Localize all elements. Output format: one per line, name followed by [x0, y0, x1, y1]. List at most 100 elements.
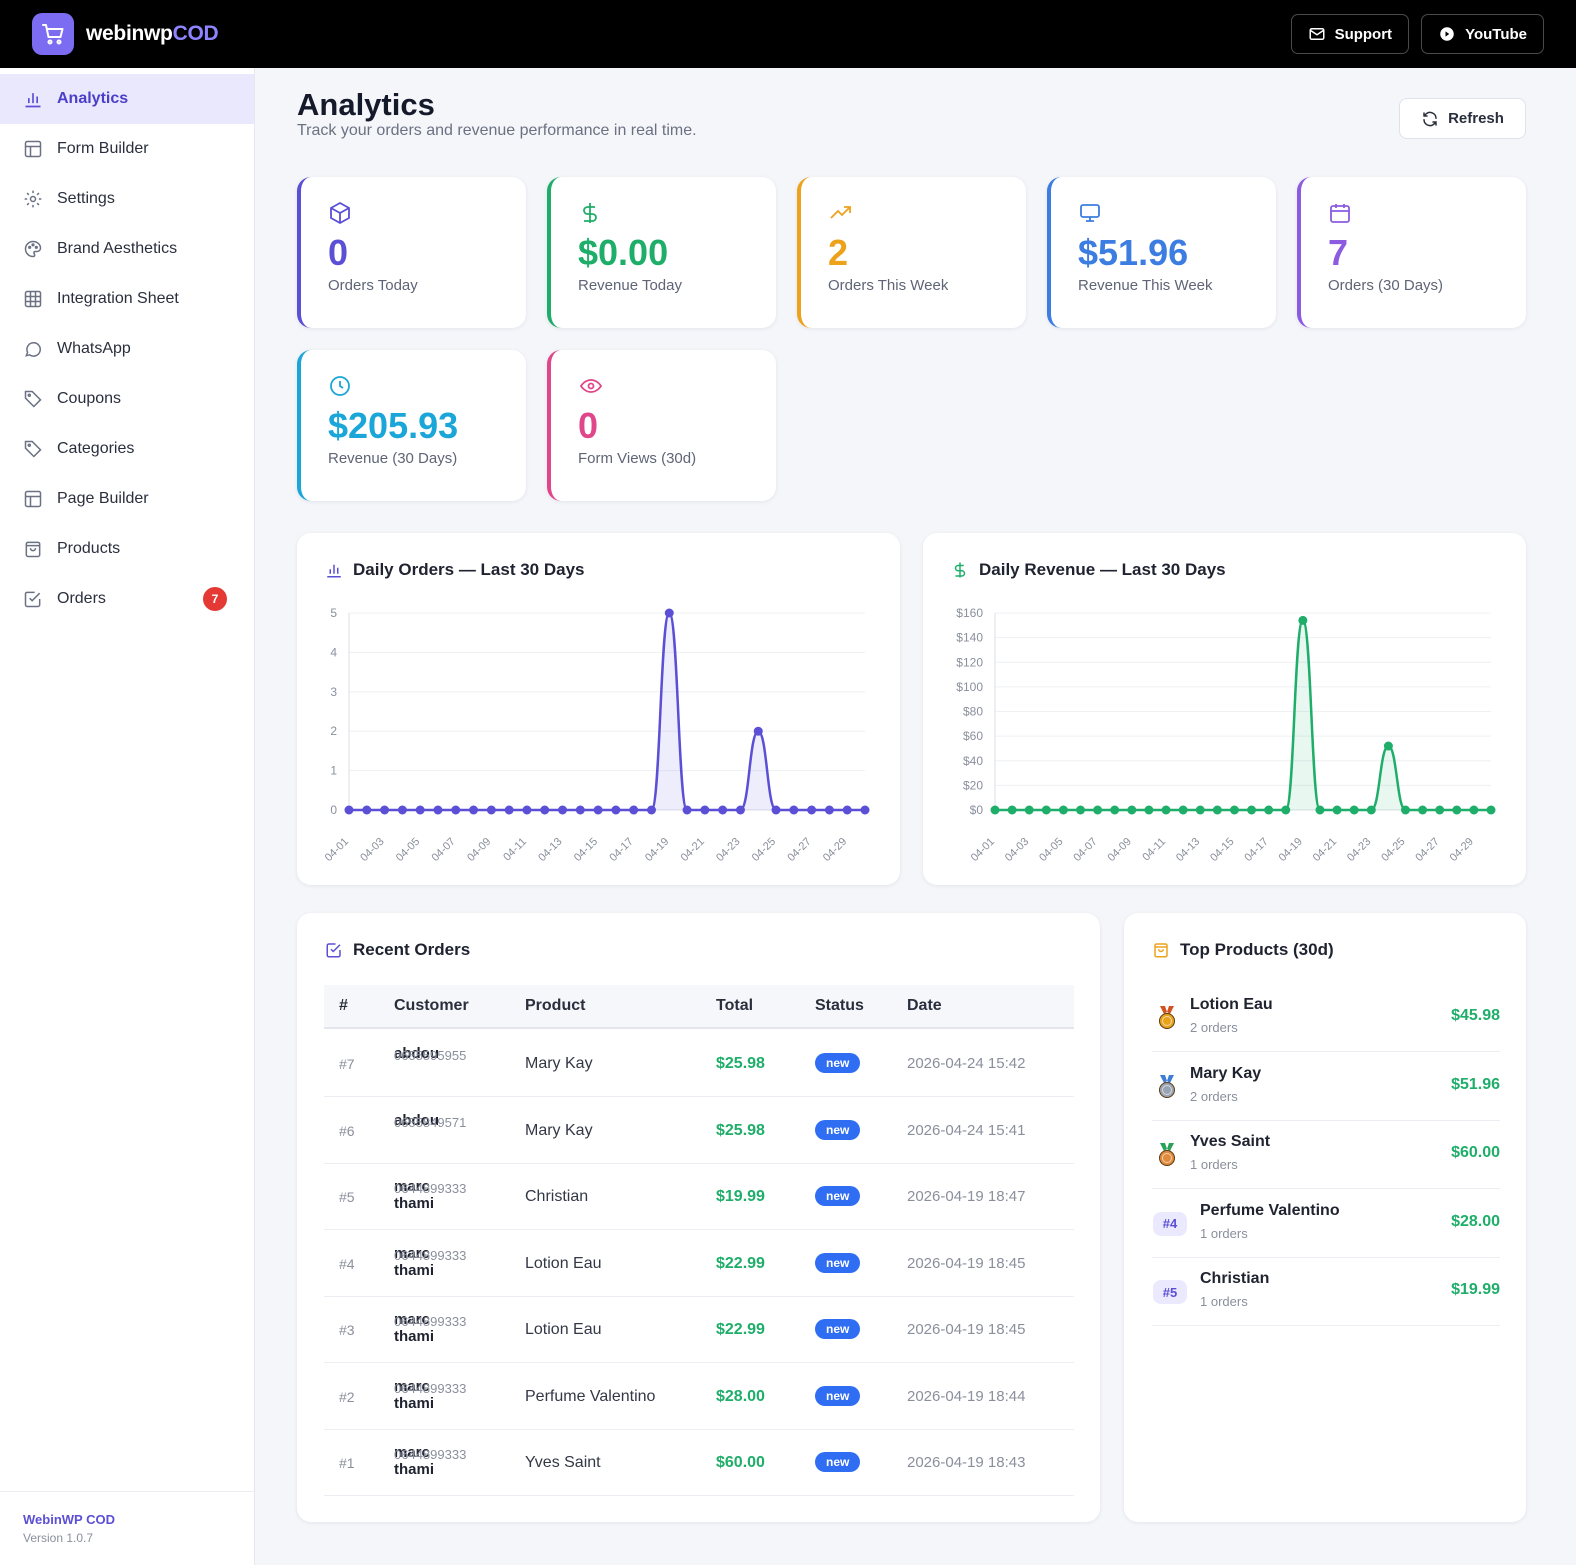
table-row[interactable]: #6 abdou 0655849571 Mary Kay $25.98 new 2026-0… — [324, 1098, 1074, 1164]
sidebar-item-analytics[interactable]: Analytics — [0, 74, 254, 124]
stat-value: 2 — [828, 232, 849, 273]
top-product-item[interactable]: Lotion Eau 2 orders $45.98 — [1152, 983, 1500, 1052]
data-point — [1076, 805, 1086, 815]
sidebar-item-whatsapp[interactable]: WhatsApp — [0, 324, 254, 374]
sidebar-item-coupons[interactable]: Coupons — [0, 374, 254, 424]
sidebar-item-integration-sheet[interactable]: Integration Sheet — [0, 274, 254, 324]
orders-count-badge: 7 — [203, 587, 227, 611]
tag-icon — [23, 439, 43, 459]
data-point — [1418, 805, 1428, 815]
top-product-item[interactable]: #5 Christian 1 orders $19.99 — [1152, 1257, 1500, 1326]
tag-icon — [23, 389, 43, 409]
data-point — [1298, 615, 1308, 625]
top-product-item[interactable]: #4 Perfume Valentino 1 orders $28.00 — [1152, 1189, 1500, 1258]
y-tick-label: 0 — [330, 803, 337, 817]
data-point — [1452, 805, 1462, 815]
col-header-product: Product — [525, 997, 586, 1014]
x-tick-label: 04-21 — [679, 836, 707, 864]
x-tick-label: 04-29 — [1448, 836, 1476, 864]
data-point — [469, 805, 479, 815]
order-product: Lotion Eau — [525, 1321, 602, 1338]
data-point — [415, 805, 425, 815]
recent-orders-title: Recent Orders — [353, 940, 471, 959]
youtube-button[interactable]: YouTube — [1421, 14, 1544, 54]
data-point — [380, 805, 390, 815]
sidebar-item-settings[interactable]: Settings — [0, 174, 254, 224]
data-point — [1093, 805, 1103, 815]
customer-name: marc thami — [394, 1444, 435, 1478]
x-tick-label: 04-27 — [785, 836, 813, 864]
status-badge: new — [815, 1319, 861, 1339]
stat-card-form-views: 0 Form Views (30d) — [547, 350, 776, 501]
order-date: 2026-04-19 18:43 — [907, 1454, 1026, 1471]
sidebar-item-form-builder[interactable]: Form Builder — [0, 124, 254, 174]
table-row[interactable]: #4 marc thami 0644899333 Lotion Eau $22.99 ne… — [324, 1231, 1074, 1297]
table-header: # Customer Product Total Status Date — [324, 985, 1074, 1029]
data-point — [1264, 805, 1274, 815]
x-tick-label: 04-25 — [1379, 836, 1407, 864]
page-title: Analytics — [297, 87, 435, 122]
data-point — [718, 805, 728, 815]
data-point — [397, 805, 407, 815]
x-tick-label: 04-15 — [1208, 836, 1236, 864]
bag-icon — [23, 539, 43, 559]
order-total: $22.99 — [716, 1321, 765, 1338]
stat-value: 7 — [1328, 232, 1349, 273]
y-tick-label: $80 — [963, 705, 983, 719]
product-name: Christian — [1200, 1270, 1270, 1287]
order-product: Christian — [525, 1188, 589, 1205]
data-point — [629, 805, 639, 815]
order-product: Yves Saint — [525, 1454, 601, 1471]
table-row[interactable]: #3 marc thami 0644899333 Lotion Eau $22.99 ne… — [324, 1297, 1074, 1363]
top-product-item[interactable]: Mary Kay 2 orders $51.96 — [1152, 1052, 1500, 1121]
data-point — [522, 805, 532, 815]
y-tick-label: $40 — [963, 754, 983, 768]
refresh-icon — [1423, 111, 1437, 126]
order-product: Perfume Valentino — [525, 1387, 656, 1405]
stat-card-orders-today: 0 Orders Today — [297, 177, 526, 328]
sidebar-item-categories[interactable]: Categories — [0, 424, 254, 474]
x-tick-label: 04-29 — [821, 836, 849, 864]
data-point — [842, 805, 852, 815]
mail-icon — [1309, 28, 1325, 40]
order-total: $25.98 — [716, 1121, 765, 1139]
sidebar-item-brand-aesthetics[interactable]: Brand Aesthetics — [0, 224, 254, 274]
y-tick-label: 4 — [330, 645, 337, 659]
x-tick-label: 04-19 — [1277, 836, 1305, 864]
data-point — [664, 608, 674, 618]
bar-chart-icon — [327, 564, 341, 578]
customer-name: abdou — [394, 1045, 439, 1062]
daily-orders-chart-panel: Daily Orders — Last 30 Days 0 1 2 3 4 5 04-01 0… — [297, 533, 900, 885]
y-tick-label: 3 — [330, 685, 337, 699]
table-row[interactable]: #2 marc thami 0644899333 Perfume Valentino $… — [324, 1364, 1074, 1430]
brand-name[interactable]: webinwpCOD — [86, 22, 219, 45]
support-button[interactable]: Support — [1290, 14, 1410, 54]
stat-value: $51.96 — [1078, 232, 1189, 273]
footer-app-name: WebinWP COD — [23, 1512, 115, 1527]
table-row[interactable]: #1 marc thami 0644899333 Yves Saint $60.00 ne… — [324, 1430, 1074, 1496]
gear-icon — [23, 189, 43, 209]
stat-label: Revenue This Week — [1078, 277, 1213, 294]
top-products-title: Top Products (30d) — [1180, 940, 1334, 959]
refresh-button[interactable]: Refresh — [1399, 98, 1526, 139]
eye-icon — [578, 374, 776, 398]
data-point — [1144, 805, 1154, 815]
x-tick-label: 04-11 — [1140, 836, 1168, 864]
y-tick-label: 5 — [330, 606, 337, 620]
stat-card-orders-week: 2 Orders This Week — [797, 177, 1026, 328]
table-row[interactable]: #5 marc thami 0644899333 Christian $19.99 new… — [324, 1164, 1074, 1230]
sidebar-item-products[interactable]: Products — [0, 524, 254, 574]
data-point — [1281, 805, 1291, 815]
sidebar-item-page-builder[interactable]: Page Builder — [0, 474, 254, 524]
order-total: $60.00 — [716, 1454, 765, 1471]
data-point — [682, 805, 692, 815]
product-order-count: 2 orders — [1190, 1020, 1238, 1035]
page-subtitle: Track your orders and revenue performanc… — [297, 122, 697, 139]
data-point — [1349, 805, 1359, 815]
cart-logo-icon[interactable] — [32, 13, 74, 55]
table-row[interactable]: #7 abdou 0655595955 Mary Kay $25.98 new 2026-0… — [324, 1031, 1074, 1097]
top-product-item[interactable]: Yves Saint 1 orders $60.00 — [1152, 1120, 1500, 1189]
sidebar-item-orders[interactable]: Orders 7 — [0, 574, 254, 624]
status-badge: new — [815, 1186, 861, 1206]
y-tick-label: 1 — [330, 764, 337, 778]
